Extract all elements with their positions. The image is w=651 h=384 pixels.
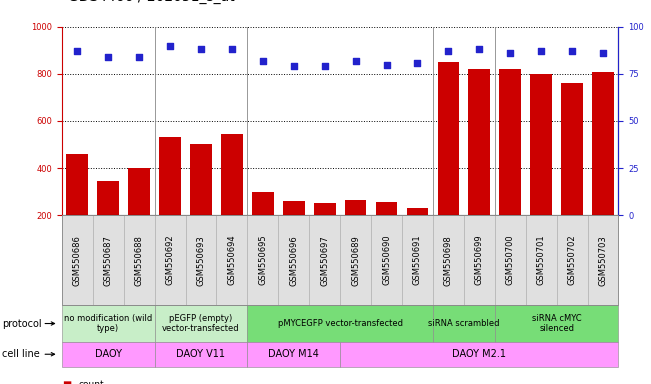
Point <box>536 48 546 55</box>
Bar <box>437 62 459 215</box>
Point <box>165 43 175 49</box>
Bar <box>98 181 119 215</box>
Bar <box>159 137 181 215</box>
Text: GSM550688: GSM550688 <box>135 235 144 286</box>
Point <box>258 58 268 64</box>
Point <box>288 63 299 70</box>
Text: pMYCEGFP vector-transfected: pMYCEGFP vector-transfected <box>277 319 403 328</box>
Text: GSM550702: GSM550702 <box>568 235 577 285</box>
Point <box>443 48 454 55</box>
Point <box>103 54 113 60</box>
Point <box>350 58 361 64</box>
Bar <box>561 83 583 215</box>
Text: GSM550692: GSM550692 <box>165 235 174 285</box>
Bar <box>376 202 397 215</box>
Point <box>320 63 330 70</box>
Bar <box>345 200 367 215</box>
Text: count: count <box>78 380 104 384</box>
Text: GSM550700: GSM550700 <box>506 235 515 285</box>
Text: DAOY: DAOY <box>95 349 122 359</box>
Text: GSM550693: GSM550693 <box>197 235 206 286</box>
Bar <box>66 154 88 215</box>
Text: DAOY M14: DAOY M14 <box>268 349 319 359</box>
Point <box>505 50 516 56</box>
Text: GSM550699: GSM550699 <box>475 235 484 285</box>
Text: siRNA scrambled: siRNA scrambled <box>428 319 499 328</box>
Point <box>381 61 392 68</box>
Point <box>412 60 422 66</box>
Text: DAOY M2.1: DAOY M2.1 <box>452 349 506 359</box>
Text: GSM550686: GSM550686 <box>73 235 82 286</box>
Text: ■: ■ <box>62 380 71 384</box>
Text: GDS4466 / 202051_s_at: GDS4466 / 202051_s_at <box>68 0 235 4</box>
Bar <box>592 71 614 215</box>
Text: GSM550694: GSM550694 <box>227 235 236 285</box>
Point <box>474 46 484 53</box>
Bar <box>252 192 273 215</box>
Point <box>72 48 83 55</box>
Text: pEGFP (empty)
vector-transfected: pEGFP (empty) vector-transfected <box>162 314 240 333</box>
Text: GSM550701: GSM550701 <box>536 235 546 285</box>
Text: siRNA cMYC
silenced: siRNA cMYC silenced <box>532 314 581 333</box>
Point <box>134 54 145 60</box>
Text: GSM550696: GSM550696 <box>289 235 298 286</box>
Text: DAOY V11: DAOY V11 <box>176 349 225 359</box>
Point <box>567 48 577 55</box>
Bar <box>314 203 335 215</box>
Point <box>196 46 206 53</box>
Text: GSM550703: GSM550703 <box>598 235 607 286</box>
Bar <box>221 134 243 215</box>
Text: no modification (wild
type): no modification (wild type) <box>64 314 152 333</box>
Bar <box>128 168 150 215</box>
Text: cell line: cell line <box>2 349 40 359</box>
Text: GSM550689: GSM550689 <box>351 235 360 286</box>
Text: GSM550687: GSM550687 <box>104 235 113 286</box>
Text: GSM550697: GSM550697 <box>320 235 329 286</box>
Bar <box>283 201 305 215</box>
Text: protocol: protocol <box>2 318 42 329</box>
Text: GSM550698: GSM550698 <box>444 235 453 286</box>
Bar <box>531 74 552 215</box>
Point <box>227 46 237 53</box>
Bar <box>190 144 212 215</box>
Text: GSM550690: GSM550690 <box>382 235 391 285</box>
Text: GSM550695: GSM550695 <box>258 235 268 285</box>
Bar <box>469 69 490 215</box>
Bar <box>407 208 428 215</box>
Text: GSM550691: GSM550691 <box>413 235 422 285</box>
Point <box>598 50 608 56</box>
Bar <box>499 69 521 215</box>
